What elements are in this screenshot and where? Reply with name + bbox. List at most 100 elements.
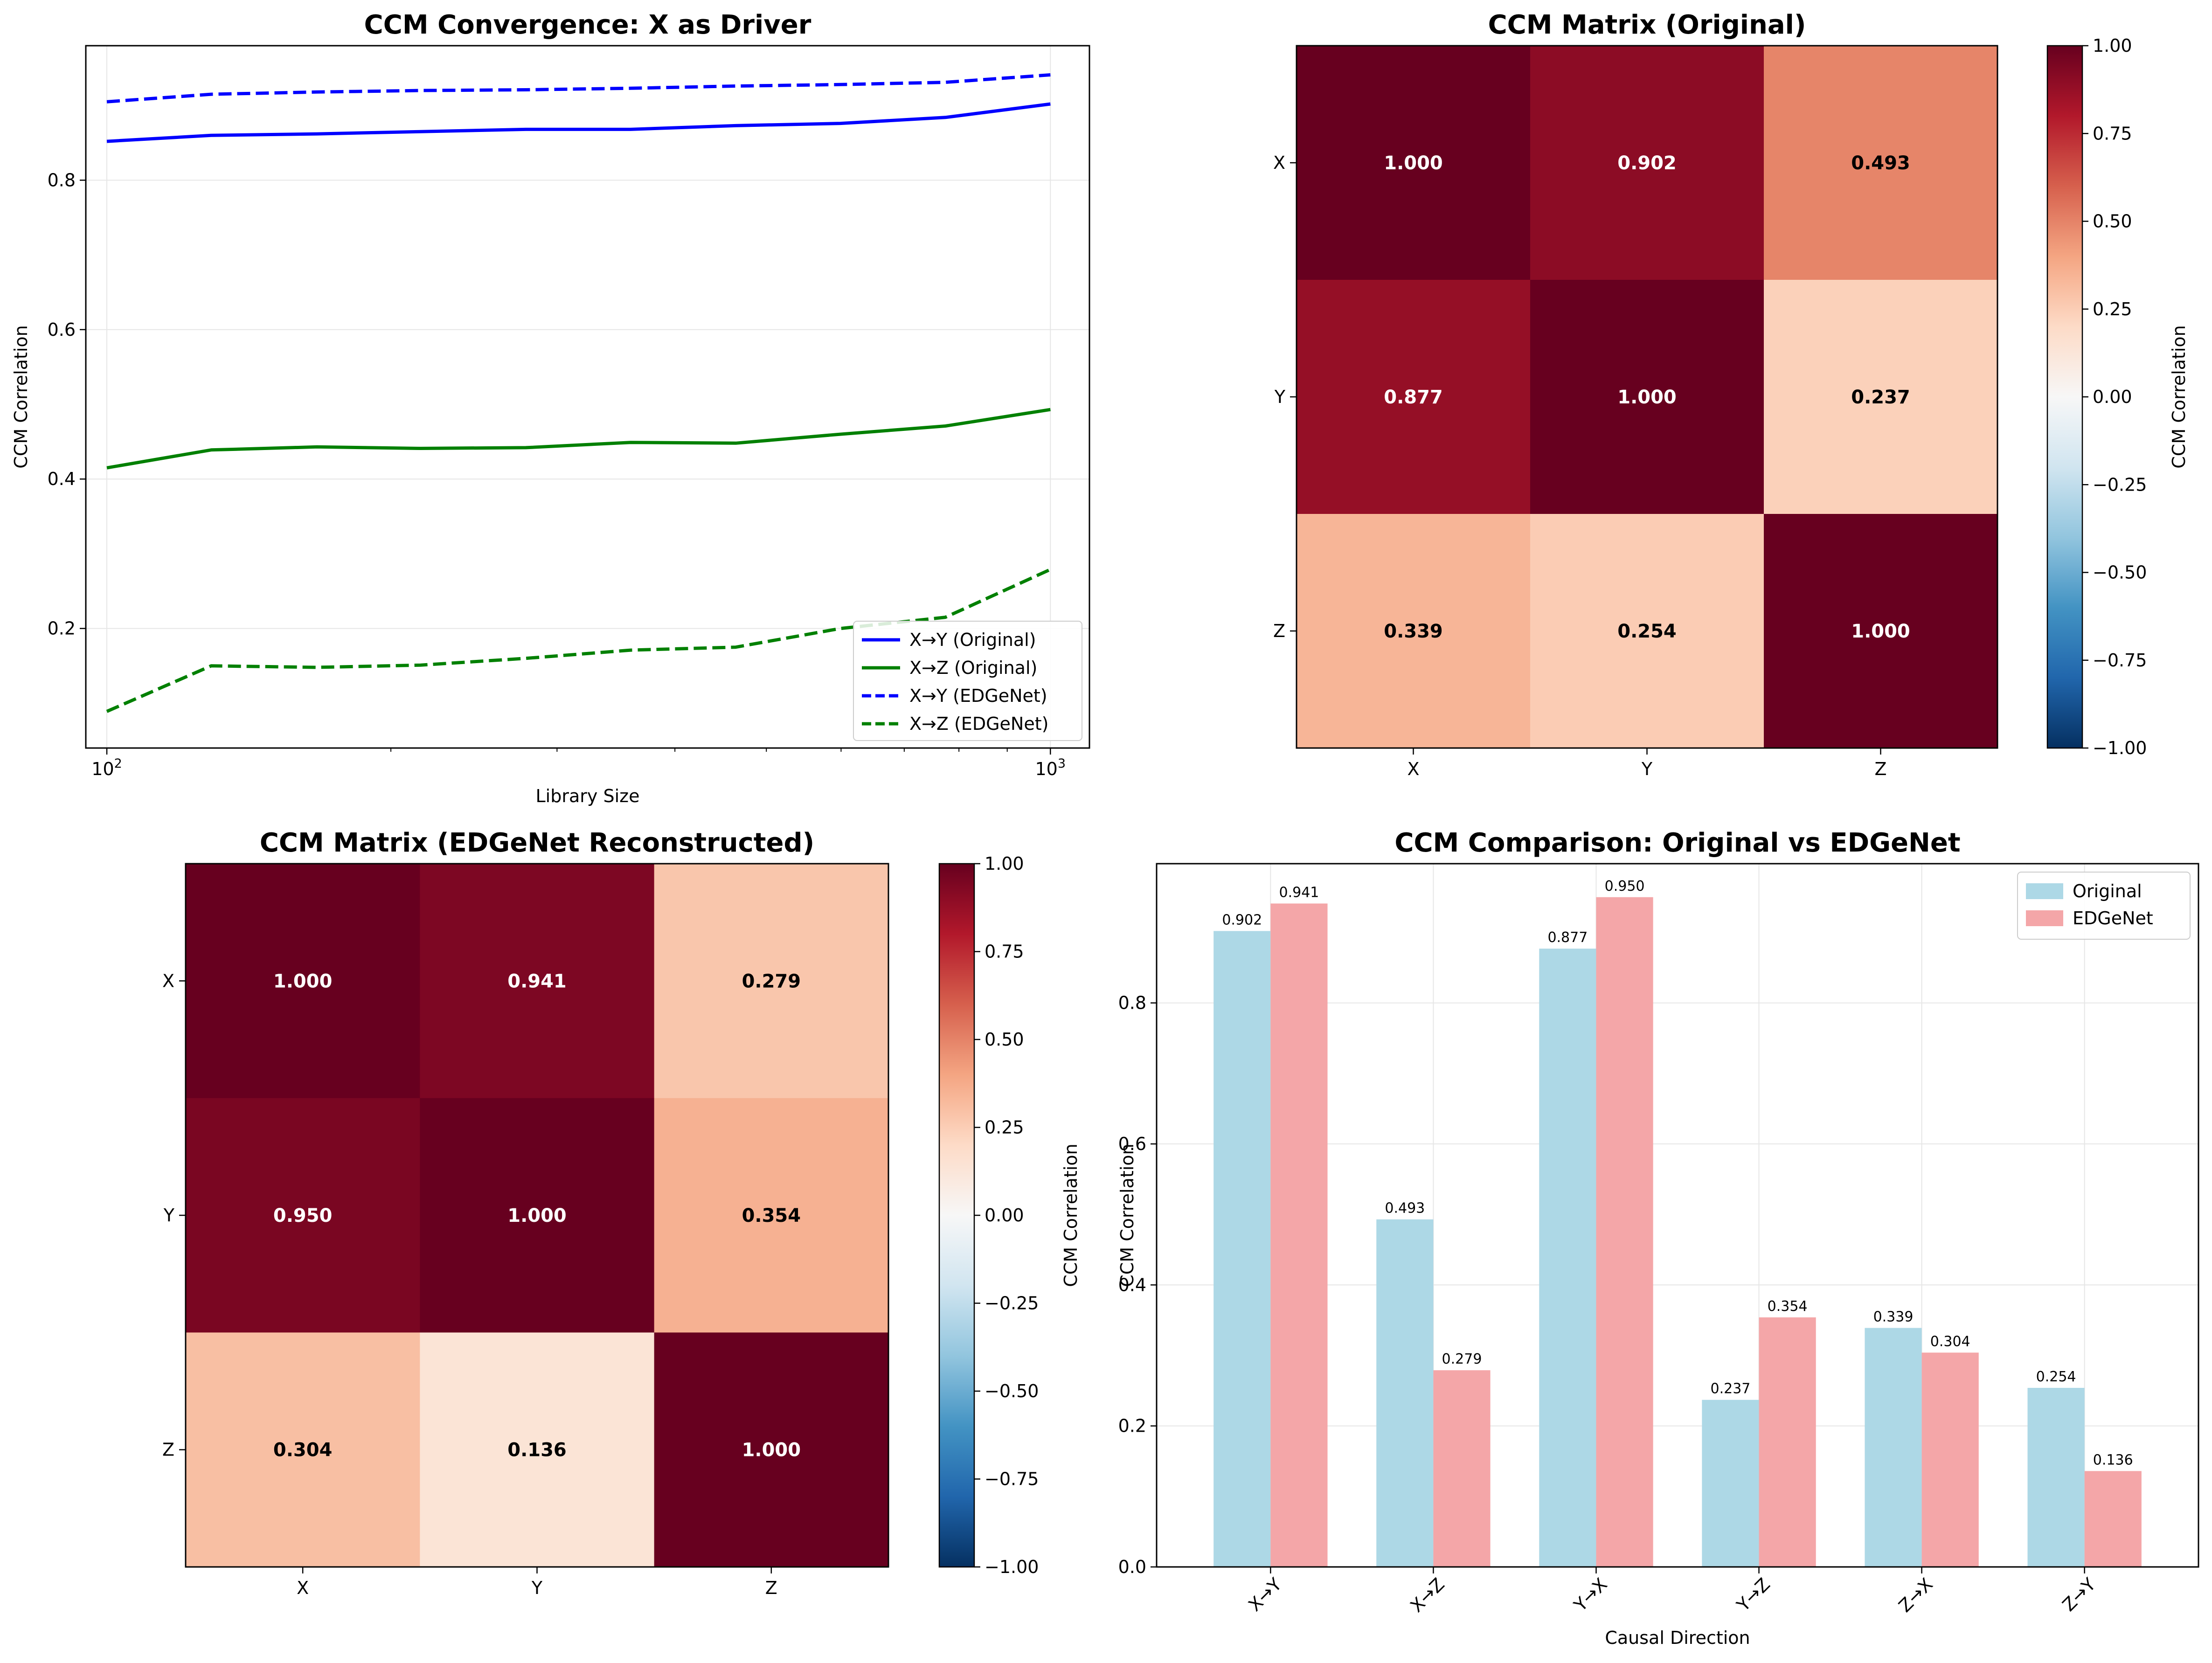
bar-value-label: 0.339 [1873,1309,1914,1325]
chart-title: CCM Comparison: Original vs EDGeNet [1394,828,1960,858]
x-tick-exponent: 2 [114,756,122,771]
y-tick-label: 0.8 [48,170,76,190]
cell-value-label: 0.237 [1851,387,1910,408]
y-tick-label: 0.0 [1118,1557,1146,1577]
legend-label-1: EDGeNet [2073,908,2153,929]
row-label: Y [163,1205,175,1226]
bar-original [1702,1400,1759,1567]
heatmap-cell [420,864,655,1099]
legend-label-0: X→Y (Original) [909,630,1036,650]
heatmap-cell [1764,514,1998,748]
colorbar-tick-label: 0.25 [985,1117,1024,1138]
y-tick-label: 0.4 [48,469,76,489]
colorbar-tick-label: 1.00 [985,853,1024,874]
colorbar-tick-label: 0.25 [2093,299,2132,319]
y-tick-label: 0.6 [1118,1134,1146,1154]
bar-edgenet [1759,1317,1816,1567]
legend-label-2: X→Y (EDGeNet) [909,686,1047,706]
series-line-0 [106,102,1051,143]
heatmap-cell [654,864,889,1099]
bar-value-label: 0.493 [1385,1200,1425,1217]
bar-value-label: 0.877 [1547,929,1588,946]
legend-label-1: X→Z (Original) [909,658,1037,678]
bar-value-label: 0.354 [1768,1298,1808,1315]
bar-value-label: 0.254 [2036,1369,2076,1385]
cell-value-label: 1.000 [1384,152,1443,174]
ccm-matrix-edgenet-heatmap: 1.000 0.941 0.279 0.950 1.000 0.354 0.304 0.136… [162,828,1081,1598]
colorbar-tick-label: −0.25 [985,1293,1039,1314]
heatmap-cell [420,1332,655,1567]
x-axis-label: Causal Direction [1605,1628,1750,1648]
y-tick-label: 0.4 [1118,1275,1146,1295]
y-axis-label: CCM Correlation [1117,1143,1137,1287]
bar-edgenet [1433,1370,1491,1567]
heatmap-cell [1530,514,1764,748]
cell-value-label: 0.136 [507,1440,567,1461]
bar-value-label: 0.237 [1711,1381,1751,1397]
colorbar-tick-label: 0.00 [985,1205,1024,1226]
cell-value-label: 1.000 [273,970,333,992]
y-axis-label: CCM Correlation [11,325,31,468]
plot-frame [1156,863,2199,1568]
bar-original [1539,949,1596,1567]
cell-value-label: 0.304 [273,1440,333,1461]
series-line-1 [106,408,1051,470]
heatmap-cell [1297,280,1531,514]
row-label: Z [162,1440,174,1460]
x-tick-base: 10 [1035,759,1057,779]
heatmap-cell [1764,280,1998,514]
cell-value-label: 0.354 [742,1205,801,1226]
colorbar-tick-label: 0.00 [2093,387,2132,407]
colorbar-tick-label: 0.75 [2093,123,2132,144]
bar-edgenet [2084,1471,2142,1567]
row-label: X [162,970,174,991]
colorbar-tick-label: −0.50 [2093,562,2147,583]
chart-title: CCM Convergence: X as Driver [364,10,811,40]
cell-value-label: 0.941 [507,970,567,992]
ccm-comparison-bar-chart: 0.902 0.493 0.877 0.237 0.339 0.254 0.941 0.279… [1117,828,2199,1648]
chart-title: CCM Matrix (Original) [1488,10,1806,40]
heatmap-cell [654,1098,889,1333]
x-tick-label: 102 [91,756,122,779]
col-label: X [1407,759,1419,779]
colorbar-tick-label: −0.25 [2093,474,2147,495]
colorbar-tick-label: 0.50 [985,1029,1024,1050]
bar-edgenet [1596,897,1653,1567]
bar-edgenet [1921,1352,1979,1567]
legend-label-0: Original [2073,881,2142,901]
y-tick-label: 0.2 [1118,1416,1146,1436]
colorbar [938,863,975,1568]
colorbar-tick-label: −0.50 [985,1381,1039,1401]
y-tick-label: 0.2 [48,618,76,639]
col-label: Y [531,1578,543,1598]
col-label: Y [1641,759,1653,779]
cell-value-label: 1.000 [742,1440,801,1461]
bar-value-label: 0.941 [1279,884,1319,901]
y-tick-label: 0.8 [1118,993,1146,1013]
row-label: Y [1274,387,1286,407]
cell-value-label: 0.877 [1384,387,1443,408]
plot-frame [85,45,1090,749]
cell-value-label: 1.000 [1617,387,1677,408]
x-tick-base: 10 [91,759,114,779]
bar-edgenet [1270,903,1328,1567]
bar-original [1865,1328,1922,1567]
heatmap-cell [1764,46,1998,280]
x-tick-label: 103 [1035,756,1066,779]
cell-value-label: 0.254 [1617,621,1677,642]
colorbar-tick-label: −1.00 [985,1557,1039,1577]
cell-value-label: 0.339 [1384,621,1443,642]
x-tick-exponent: 3 [1058,756,1066,771]
series-line-2 [106,73,1051,104]
cell-value-label: 1.000 [507,1205,567,1226]
colorbar-tick-label: −1.00 [2093,738,2147,758]
colorbar-tick-label: 1.00 [2093,35,2132,56]
y-tick-label: 0.6 [48,319,76,340]
heatmap-cell [1530,46,1764,280]
legend-swatch-1 [2026,910,2063,926]
heatmap-cell [1297,46,1531,280]
col-label: Z [1874,759,1886,779]
heatmap-cell [420,1098,655,1333]
row-label: Z [1273,621,1285,641]
